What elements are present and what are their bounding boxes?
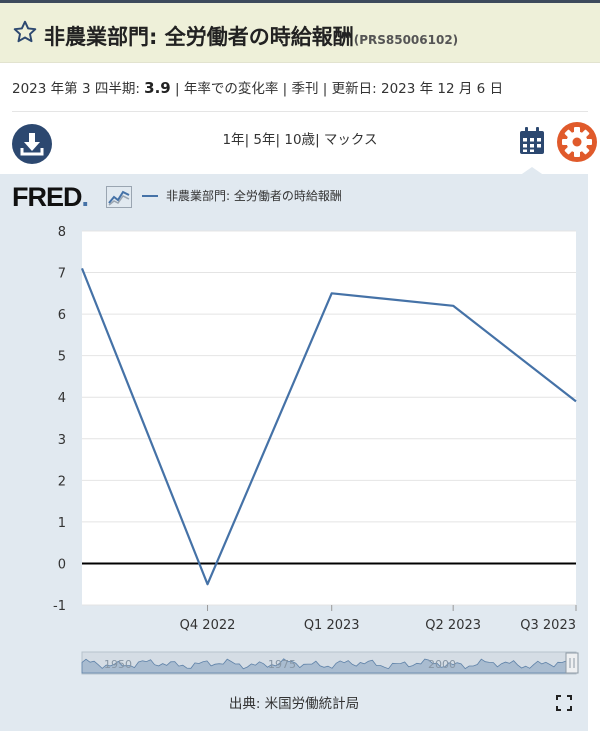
y-tick-label: -1 <box>53 599 66 614</box>
download-button[interactable] <box>12 124 52 164</box>
range-10y-button[interactable]: 10歳 <box>284 132 316 148</box>
range-navigator[interactable]: 1950 1975 2000 <box>81 651 579 675</box>
range-separator: | <box>275 132 281 148</box>
fred-logo-text: FRED <box>12 182 82 212</box>
line-chart[interactable]: -1 0 1 2 3 4 5 6 7 8 Q4 2022 Q1 2023 Q2 2023 Q3 2023… <box>0 174 588 684</box>
plot-area <box>82 231 576 605</box>
series-id: (PRS85006102) <box>353 33 459 47</box>
page-title: 非農業部門: 全労働者の時給報酬(PRS85006102) <box>44 21 458 51</box>
x-tick-label: Q3 2023 <box>520 618 576 633</box>
fullscreen-icon[interactable] <box>556 695 572 711</box>
navigator-sparkline <box>81 658 567 674</box>
y-tick-label: 4 <box>58 391 66 406</box>
fred-logo-mark: . <box>81 182 89 212</box>
gridlines <box>82 230 576 606</box>
y-tick-label: 3 <box>58 433 66 448</box>
y-tick-label: 7 <box>58 267 66 282</box>
x-tick-label: Q4 2022 <box>180 618 236 633</box>
calendar-icon[interactable] <box>518 126 546 156</box>
range-5y-button[interactable]: 5年 <box>253 132 276 148</box>
range-separator: | <box>315 132 320 148</box>
chart-panel: FRED. 非農業部門: 全労働者の時給報酬 -1 0 1 2 3 4 5 6 7 8 Q4 20… <box>0 174 588 731</box>
y-axis-ticks: -1 0 1 2 3 4 5 6 7 8 <box>53 225 66 614</box>
navigator-year-label: 1950 <box>104 658 132 671</box>
legend-label: 非農業部門: 全労働者の時給報酬 <box>166 189 342 203</box>
scrollbar[interactable] <box>588 174 600 731</box>
range-max-button[interactable]: マックス <box>323 132 378 148</box>
star-icon[interactable] <box>12 19 38 45</box>
source-note: 出典: 米国労働統計局 <box>228 696 360 712</box>
divider <box>12 111 588 112</box>
latest-value: 3.9 <box>144 79 171 97</box>
range-1y-button[interactable]: 1年 <box>222 132 245 148</box>
navigator-year-label: 2000 <box>428 658 456 671</box>
download-icon <box>20 133 44 156</box>
active-tab-indicator <box>519 167 545 176</box>
series-title: 非農業部門: 全労働者の時給報酬 <box>44 25 354 49</box>
navigator-year-label: 1975 <box>268 658 296 671</box>
y-tick-label: 6 <box>58 308 66 323</box>
gear-icon[interactable] <box>556 121 598 163</box>
x-axis-ticks: Q4 2022 Q1 2023 Q2 2023 Q3 2023 <box>180 605 577 633</box>
x-tick-label: Q2 2023 <box>425 618 481 633</box>
date-range-selector: 1年| 5年| 10歳| マックス <box>0 128 600 148</box>
top-border <box>0 0 600 3</box>
title-bar: 非農業部門: 全労働者の時給報酬(PRS85006102) <box>0 3 600 63</box>
fred-logo: FRED. <box>12 182 89 213</box>
meta-details: | 年率での変化率 | 季刊 | 更新日: 2023 年 12 月 6 日 <box>175 81 504 97</box>
x-tick-label: Q1 2023 <box>304 618 360 633</box>
y-tick-label: 2 <box>58 474 66 489</box>
chart-toolbar: 1年| 5年| 10歳| マックス <box>0 112 600 176</box>
range-separator: | <box>244 132 250 148</box>
navigator-handle[interactable] <box>565 652 579 674</box>
y-tick-label: 1 <box>58 516 66 531</box>
y-tick-label: 0 <box>58 557 66 572</box>
period-label: 2023 年第 3 四半期: <box>12 81 140 97</box>
y-tick-label: 5 <box>58 350 66 365</box>
fred-chart-icon <box>106 186 132 208</box>
y-tick-label: 8 <box>58 225 66 240</box>
legend-swatch <box>142 195 158 197</box>
series-meta: 2023 年第 3 四半期: 3.9 | 年率での変化率 | 季刊 | 更新日:… <box>12 77 503 97</box>
navigator-labels: 1950 1975 2000 <box>104 658 456 671</box>
series-line[interactable] <box>80 267 577 586</box>
